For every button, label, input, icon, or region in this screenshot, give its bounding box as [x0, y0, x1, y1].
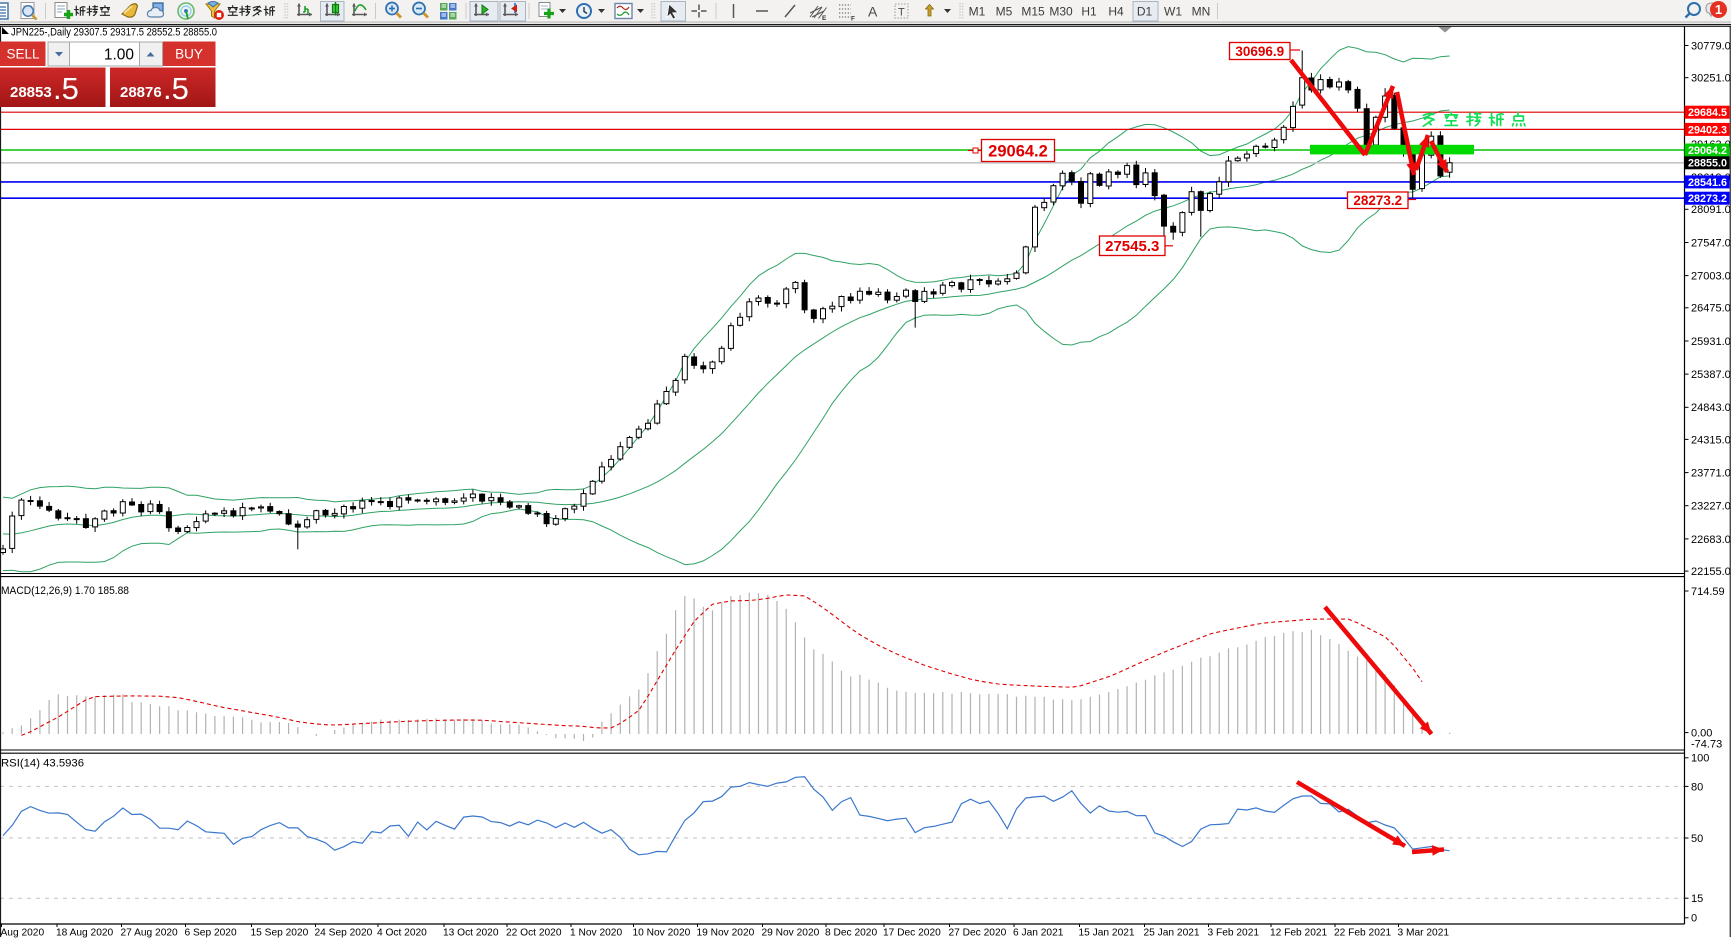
svg-text:A: A: [868, 4, 878, 20]
svg-text:28091.0: 28091.0: [1691, 204, 1731, 216]
svg-text:D1: D1: [1137, 5, 1153, 19]
svg-text:27003.0: 27003.0: [1691, 271, 1731, 283]
svg-text:25387.0: 25387.0: [1691, 369, 1731, 381]
svg-text:3 Mar 2021: 3 Mar 2021: [1398, 928, 1450, 938]
svg-text:24843.0: 24843.0: [1691, 402, 1731, 414]
svg-text:-74.73: -74.73: [1691, 738, 1722, 750]
svg-text:30696.9: 30696.9: [1235, 44, 1284, 59]
svg-text:28876: 28876: [120, 84, 162, 101]
svg-text:29 Nov 2020: 29 Nov 2020: [762, 928, 820, 938]
svg-text:50: 50: [1691, 833, 1703, 845]
svg-text:15 Jan 2021: 15 Jan 2021: [1079, 928, 1135, 938]
svg-text:W1: W1: [1164, 5, 1182, 19]
svg-text:28273.2: 28273.2: [1353, 193, 1402, 208]
svg-text:19 Nov 2020: 19 Nov 2020: [697, 928, 755, 938]
svg-text:26475.0: 26475.0: [1691, 303, 1731, 315]
svg-text:Aug 2020: Aug 2020: [1, 928, 45, 938]
svg-text:0: 0: [1691, 913, 1697, 925]
svg-text:28541.6: 28541.6: [1688, 177, 1727, 189]
svg-text:30779.0: 30779.0: [1691, 40, 1731, 52]
svg-text:25931.0: 25931.0: [1691, 336, 1731, 348]
svg-text:.5: .5: [53, 71, 79, 106]
svg-text:1 Nov 2020: 1 Nov 2020: [570, 928, 622, 938]
svg-text:27547.0: 27547.0: [1691, 237, 1731, 249]
svg-text:M30: M30: [1049, 5, 1073, 19]
svg-text:15 Sep 2020: 15 Sep 2020: [251, 928, 309, 938]
svg-text:.5: .5: [163, 71, 189, 106]
svg-text:1: 1: [1715, 2, 1722, 17]
svg-text:6 Sep 2020: 6 Sep 2020: [185, 928, 237, 938]
svg-text:22683.0: 22683.0: [1691, 534, 1731, 546]
svg-text:4 Oct 2020: 4 Oct 2020: [377, 928, 427, 938]
svg-text:24 Sep 2020: 24 Sep 2020: [315, 928, 373, 938]
svg-text:25 Jan 2021: 25 Jan 2021: [1144, 928, 1200, 938]
svg-text:SELL: SELL: [6, 47, 40, 62]
svg-text:28855.0: 28855.0: [1688, 158, 1727, 170]
svg-text:M5: M5: [996, 5, 1013, 19]
svg-text:714.59: 714.59: [1691, 586, 1725, 598]
svg-text:T: T: [898, 7, 905, 19]
svg-text:22 Oct 2020: 22 Oct 2020: [506, 928, 562, 938]
svg-text:29064.2: 29064.2: [988, 142, 1048, 160]
svg-text:1.00: 1.00: [104, 47, 135, 64]
svg-text:23771.0: 23771.0: [1691, 468, 1731, 480]
svg-text:6 Jan 2021: 6 Jan 2021: [1013, 928, 1064, 938]
svg-text:22155.0: 22155.0: [1691, 566, 1731, 578]
svg-text:28853: 28853: [10, 84, 52, 101]
svg-text:30251.0: 30251.0: [1691, 73, 1731, 85]
svg-text:29064.2: 29064.2: [1688, 145, 1727, 157]
svg-text:27 Aug 2020: 27 Aug 2020: [121, 928, 179, 938]
svg-text:JPN225-,Daily 29307.5 29317.5: JPN225-,Daily 29307.5 29317.5 28552.5 28…: [11, 27, 217, 39]
svg-text:29402.3: 29402.3: [1688, 124, 1727, 136]
svg-text:13 Oct 2020: 13 Oct 2020: [443, 928, 499, 938]
svg-text:23227.0: 23227.0: [1691, 501, 1731, 513]
svg-text:3 Feb 2021: 3 Feb 2021: [1208, 928, 1260, 938]
svg-text:15: 15: [1691, 893, 1703, 905]
svg-text:H1: H1: [1081, 5, 1097, 19]
svg-text:80: 80: [1691, 781, 1703, 793]
svg-text:MACD(12,26,9) 1.70 185.88: MACD(12,26,9) 1.70 185.88: [1, 585, 129, 597]
svg-text:RSI(14) 43.5936: RSI(14) 43.5936: [1, 758, 84, 770]
svg-text:22 Feb 2021: 22 Feb 2021: [1334, 928, 1392, 938]
svg-text:24315.0: 24315.0: [1691, 434, 1731, 446]
svg-text:0.00: 0.00: [1691, 728, 1712, 740]
svg-text:18 Aug 2020: 18 Aug 2020: [56, 928, 114, 938]
svg-text:BUY: BUY: [175, 47, 203, 62]
svg-text:29684.5: 29684.5: [1688, 107, 1727, 119]
svg-text:27 Dec 2020: 27 Dec 2020: [949, 928, 1007, 938]
svg-text:M15: M15: [1021, 5, 1045, 19]
svg-text:F: F: [851, 16, 855, 23]
svg-text:MN: MN: [1192, 5, 1211, 19]
svg-text:M1: M1: [969, 5, 986, 19]
svg-text:10 Nov 2020: 10 Nov 2020: [633, 928, 691, 938]
svg-text:100: 100: [1691, 753, 1709, 765]
svg-text:H4: H4: [1108, 5, 1124, 19]
svg-text:E: E: [822, 15, 827, 22]
svg-text:27545.3: 27545.3: [1105, 238, 1159, 255]
svg-text:8 Dec 2020: 8 Dec 2020: [825, 928, 877, 938]
svg-text:12 Feb 2021: 12 Feb 2021: [1270, 928, 1328, 938]
svg-text:28273.2: 28273.2: [1688, 193, 1727, 205]
svg-text:17 Dec 2020: 17 Dec 2020: [883, 928, 941, 938]
